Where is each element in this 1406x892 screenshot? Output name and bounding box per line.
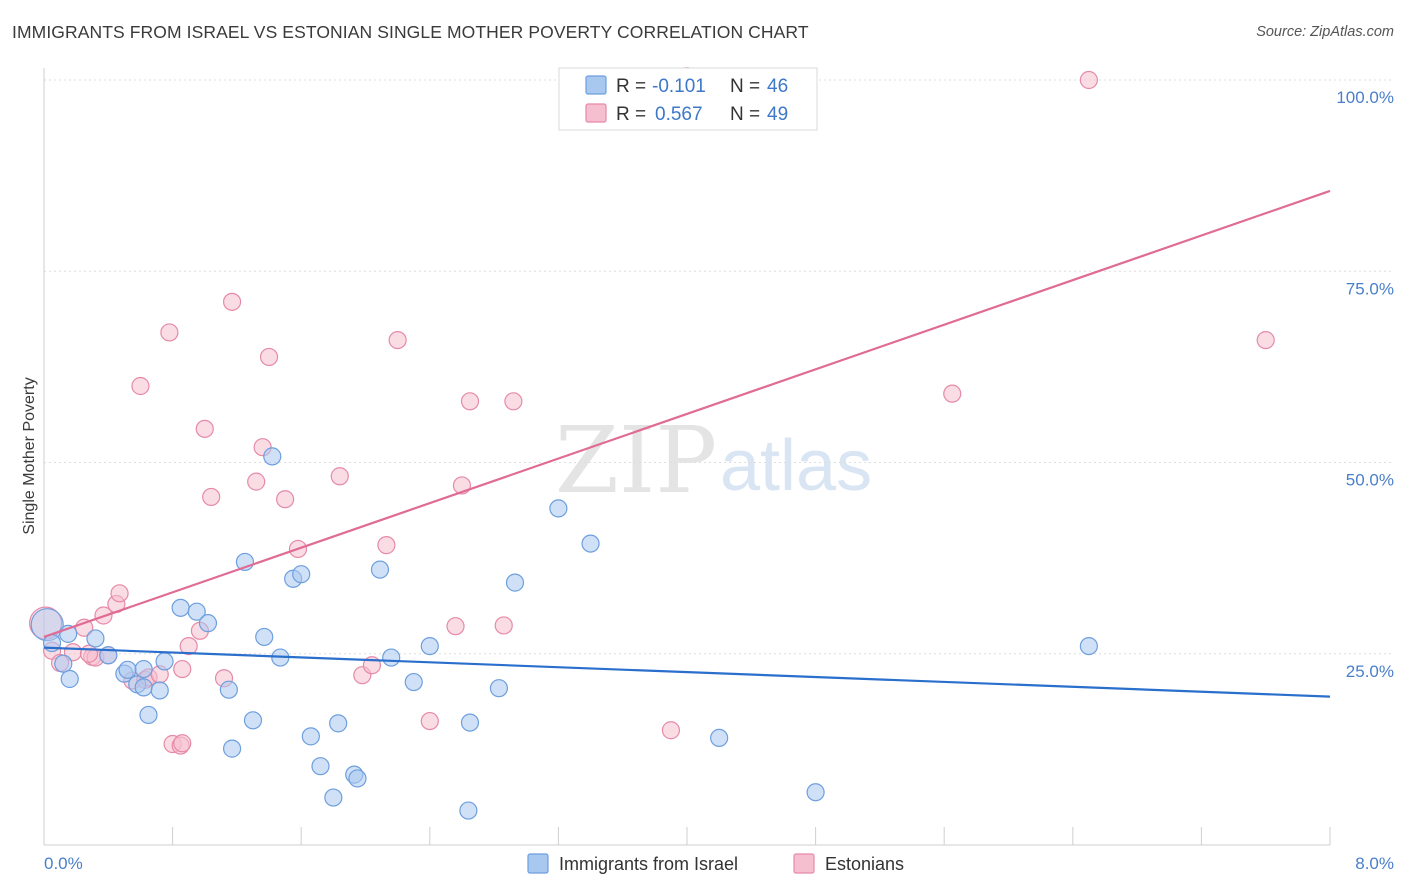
point-estonians-31 — [330, 467, 349, 486]
point-israel-20 — [243, 711, 263, 730]
point-estonians-40 — [494, 616, 513, 635]
point-israel-32 — [382, 648, 401, 667]
legend-n-value-israel: 46 — [767, 76, 788, 97]
point-israel-35 — [459, 801, 478, 820]
point-israel-3 — [54, 654, 73, 673]
point-israel-33 — [404, 672, 423, 692]
point-estonians-47 — [79, 644, 99, 663]
series-israel-points — [30, 447, 1098, 820]
point-estonians-44 — [1079, 70, 1098, 90]
watermark-atlas: atlas — [720, 426, 872, 506]
point-estonians-15 — [160, 323, 179, 342]
point-israel-8 — [118, 660, 137, 679]
point-israel-26 — [311, 757, 330, 776]
point-israel-5 — [86, 629, 105, 648]
point-estonians-43 — [943, 384, 962, 403]
legend-n-label-estonians: N = — [730, 104, 760, 125]
chart-title: IMMIGRANTS FROM ISRAEL VS ESTONIAN SINGL… — [12, 22, 809, 42]
point-israel-43 — [1079, 636, 1098, 656]
point-estonians-37 — [446, 617, 465, 636]
point-estonians-20 — [179, 636, 198, 656]
point-israel-18 — [222, 739, 242, 758]
point-israel-21 — [255, 627, 274, 647]
y-tick-label-0: 25.0% — [1346, 662, 1394, 681]
point-israel-27 — [324, 788, 343, 807]
y-tick-label-1: 50.0% — [1346, 471, 1394, 490]
point-israel-41 — [710, 728, 729, 748]
bottom-legend-swatch-israel — [527, 853, 549, 874]
point-israel-34 — [420, 636, 439, 656]
point-israel-45 — [134, 659, 153, 679]
point-israel-25 — [301, 727, 320, 746]
point-estonians-36 — [420, 711, 439, 731]
y-tick-label-2: 75.0% — [1346, 279, 1394, 298]
point-israel-24 — [292, 565, 311, 584]
point-israel-4 — [60, 669, 79, 689]
y-tick-labels: 25.0% 50.0% 75.0% 100.0% — [1336, 88, 1394, 681]
source-credit: Source: ZipAtlas.com — [1256, 24, 1394, 40]
point-estonians-45 — [1256, 331, 1275, 350]
bottom-legend-swatch-estonians — [793, 853, 815, 874]
legend-r-value-israel: -0.101 — [652, 76, 706, 97]
legend-n-label-israel: N = — [730, 76, 760, 97]
point-israel-44 — [263, 447, 282, 466]
point-israel-10 — [134, 678, 153, 697]
point-israel-16 — [198, 614, 218, 633]
point-israel-13 — [155, 652, 174, 671]
point-estonians-25 — [222, 292, 242, 311]
legend-swatch-estonians — [585, 103, 607, 123]
point-estonians-34 — [377, 536, 396, 555]
legend-swatch-israel — [585, 75, 607, 95]
point-estonians-22 — [195, 419, 214, 438]
point-estonians-18 — [173, 734, 192, 753]
legend-r-label-israel: R = — [616, 76, 646, 97]
point-estonians-26 — [247, 472, 266, 491]
point-israel-12 — [150, 681, 169, 700]
point-estonians-28 — [259, 347, 279, 367]
x-axis-ticks — [43, 827, 1331, 845]
bottom-legend: Immigrants from Israel Estonians — [527, 853, 904, 874]
point-israel-30 — [348, 769, 367, 788]
point-israel-28 — [329, 714, 348, 733]
point-estonians-19 — [173, 659, 192, 679]
point-israel-38 — [505, 573, 525, 592]
x-tick-label-max: 8.0% — [1355, 854, 1394, 873]
point-estonians-23 — [202, 487, 221, 507]
point-israel-39 — [549, 499, 568, 518]
legend: R = -0.101 N = 46 R = 0.567 N = 49 — [558, 67, 818, 131]
legend-r-value-estonians: 0.567 — [655, 104, 703, 125]
legend-n-value-estonians: 49 — [767, 104, 788, 125]
point-israel-14 — [171, 598, 190, 617]
point-israel-36 — [460, 713, 480, 732]
point-israel-11 — [139, 705, 158, 725]
point-estonians-39 — [460, 392, 480, 411]
trendline-estonians — [43, 189, 1331, 638]
point-estonians-9 — [110, 584, 129, 603]
point-israel-31 — [370, 560, 390, 579]
point-estonians-11 — [131, 376, 150, 396]
point-israel-42 — [806, 783, 825, 802]
point-israel-37 — [489, 679, 509, 698]
trendline-israel — [43, 646, 1331, 698]
bottom-legend-label-israel: Immigrants from Israel — [559, 854, 738, 874]
point-estonians-35 — [388, 331, 407, 350]
point-israel-15 — [187, 602, 206, 621]
y-axis-label: Single Mother Poverty — [21, 377, 38, 534]
point-estonians-42 — [661, 721, 681, 740]
x-tick-label-min: 0.0% — [44, 854, 83, 873]
y-tick-label-3: 100.0% — [1336, 88, 1394, 107]
point-estonians-29 — [276, 490, 295, 509]
point-israel-17 — [219, 680, 238, 699]
bottom-legend-label-estonians: Estonians — [825, 854, 904, 874]
legend-r-label-estonians: R = — [616, 104, 646, 125]
point-israel-40 — [581, 534, 600, 553]
point-estonians-41 — [504, 392, 523, 411]
watermark-zip: ZIP — [555, 407, 717, 514]
